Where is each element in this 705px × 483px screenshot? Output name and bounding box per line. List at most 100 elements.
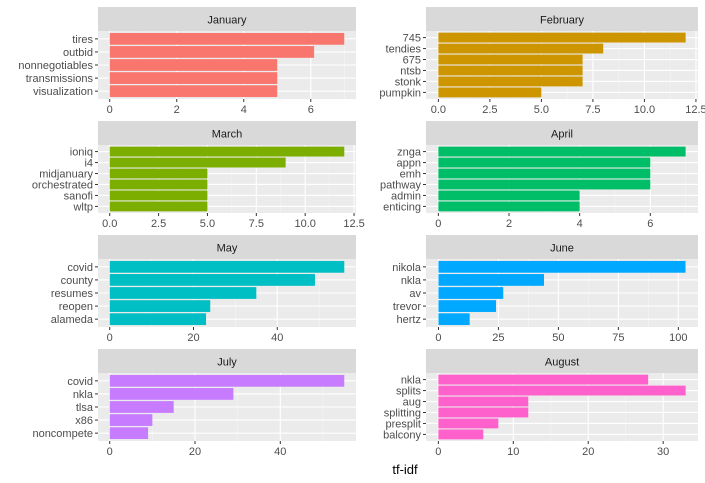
category-label: 745 bbox=[403, 33, 421, 45]
facet-title: March bbox=[212, 129, 243, 141]
x-tick-label: 2.5 bbox=[151, 218, 166, 230]
x-tick-label: 0 bbox=[435, 332, 441, 344]
category-label: county bbox=[61, 275, 94, 287]
category-label: tires bbox=[72, 34, 93, 46]
category-label: admin bbox=[391, 190, 421, 202]
category-label: alameda bbox=[51, 314, 94, 326]
bar bbox=[438, 190, 580, 201]
category-label: znga bbox=[397, 147, 422, 159]
x-tick-label: 20 bbox=[582, 446, 594, 458]
bar bbox=[109, 59, 278, 71]
facet-march: March 0.0 2.5 5.0 7.5 10.0 12.5 ioniqi4midjanua… bbox=[32, 121, 365, 230]
facet-february: February 0.0 2.5 5.0 7.5 10.0 12.5 745tendies67… bbox=[379, 7, 705, 116]
category-label: hertz bbox=[397, 314, 421, 326]
facet-title: August bbox=[545, 357, 579, 369]
category-label: balcony bbox=[383, 429, 421, 441]
bar bbox=[109, 414, 153, 426]
bar bbox=[438, 76, 583, 87]
facet-august: August 0 10 20 30 nklasplitsaugsplittingpresp… bbox=[383, 349, 698, 458]
x-tick-label: 0.0 bbox=[431, 104, 446, 116]
category-label: appn bbox=[397, 158, 421, 170]
bar bbox=[438, 179, 651, 190]
facet-title: July bbox=[217, 357, 237, 369]
bar bbox=[109, 146, 345, 157]
facet-strip bbox=[98, 349, 356, 373]
category-label: enticing bbox=[383, 201, 421, 213]
category-label: nkla bbox=[401, 275, 422, 287]
bar bbox=[109, 85, 278, 98]
facet-title: May bbox=[217, 243, 238, 255]
bar bbox=[109, 260, 345, 273]
category-label: stonk bbox=[395, 76, 422, 88]
bar bbox=[109, 287, 257, 299]
category-label: sanofi bbox=[64, 190, 93, 202]
facet-strip bbox=[98, 7, 356, 31]
bar bbox=[109, 427, 149, 440]
category-label: reopen bbox=[59, 301, 93, 313]
bar bbox=[109, 300, 211, 312]
facet-strip bbox=[98, 121, 356, 145]
bar bbox=[438, 429, 484, 440]
bar bbox=[438, 407, 529, 418]
x-tick-label: 50 bbox=[552, 332, 564, 344]
category-label: trevor bbox=[393, 301, 421, 313]
category-label: tlsa bbox=[76, 402, 94, 414]
x-tick-label: 40 bbox=[274, 446, 286, 458]
facet-title: February bbox=[540, 15, 585, 27]
bar bbox=[109, 179, 208, 190]
x-tick-label: 2.5 bbox=[482, 104, 497, 116]
category-label: outbid bbox=[63, 47, 93, 59]
x-tick-label: 75 bbox=[612, 332, 624, 344]
category-label: nikola bbox=[392, 262, 422, 274]
bar bbox=[109, 201, 208, 212]
x-tick-label: 0 bbox=[107, 332, 113, 344]
bar bbox=[438, 385, 686, 396]
facet-january: January 0 2 4 6 tiresoutbidnonnegotiablestran… bbox=[18, 7, 356, 116]
bar bbox=[438, 300, 497, 312]
bar bbox=[438, 313, 470, 326]
x-tick-label: 40 bbox=[271, 332, 283, 344]
facet-title: April bbox=[551, 129, 573, 141]
bar bbox=[438, 32, 686, 43]
facet-strip bbox=[426, 7, 698, 31]
category-label: covid bbox=[67, 376, 93, 388]
facet-title: June bbox=[550, 243, 574, 255]
bar bbox=[438, 146, 686, 157]
x-tick-label: 0 bbox=[107, 104, 113, 116]
category-label: nonnegotiables bbox=[18, 60, 93, 72]
bar bbox=[109, 157, 286, 168]
category-label: x86 bbox=[75, 415, 93, 427]
category-label: splitting bbox=[384, 407, 421, 419]
x-tick-label: 2 bbox=[174, 104, 180, 116]
category-label: nkla bbox=[401, 375, 422, 387]
x-tick-label: 7.5 bbox=[249, 218, 264, 230]
x-tick-label: 6 bbox=[647, 218, 653, 230]
bar bbox=[109, 374, 345, 387]
x-tick-label: 6 bbox=[308, 104, 314, 116]
bar bbox=[109, 401, 174, 413]
category-label: av bbox=[409, 288, 421, 300]
x-tick-label: 12.5 bbox=[343, 218, 364, 230]
bar bbox=[438, 260, 686, 273]
x-tick-label: 20 bbox=[187, 332, 199, 344]
bar bbox=[438, 201, 580, 212]
category-label: aug bbox=[403, 397, 421, 409]
category-label: nkla bbox=[73, 389, 94, 401]
x-tick-label: 25 bbox=[492, 332, 504, 344]
x-tick-label: 0 bbox=[435, 218, 441, 230]
x-tick-label: 10 bbox=[507, 446, 519, 458]
x-tick-label: 12.5 bbox=[685, 104, 705, 116]
bar bbox=[438, 54, 583, 65]
category-label: ntsb bbox=[400, 65, 421, 77]
category-label: ioniq bbox=[70, 147, 93, 159]
bar bbox=[109, 313, 207, 326]
category-label: tendies bbox=[386, 44, 422, 56]
bar bbox=[109, 32, 345, 45]
x-tick-label: 7.5 bbox=[585, 104, 600, 116]
category-label: visualization bbox=[33, 86, 93, 98]
facet-strip bbox=[426, 121, 698, 145]
